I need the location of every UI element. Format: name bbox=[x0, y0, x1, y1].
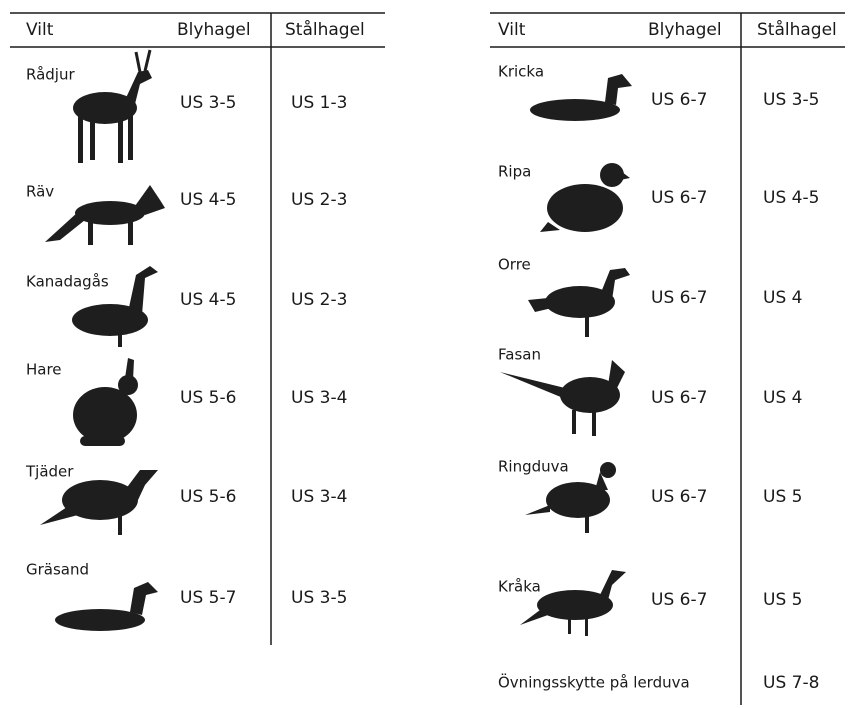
column-header: Blyhagel bbox=[648, 20, 722, 40]
animal-name: Kricka bbox=[498, 63, 544, 81]
steel-shot-size: US 3-4 bbox=[291, 388, 347, 408]
footer-value: US 7-8 bbox=[763, 673, 819, 693]
lead-shot-size: US 6-7 bbox=[651, 388, 707, 408]
lead-shot-size: US 6-7 bbox=[651, 590, 707, 610]
steel-shot-size: US 1-3 bbox=[291, 93, 347, 113]
animal-name: Rådjur bbox=[26, 66, 75, 84]
steel-shot-size: US 5 bbox=[763, 487, 802, 507]
column-header: Vilt bbox=[498, 20, 526, 40]
lead-shot-size: US 6-7 bbox=[651, 90, 707, 110]
lead-shot-size: US 6-7 bbox=[651, 188, 707, 208]
animal-name: Räv bbox=[26, 183, 54, 201]
lead-shot-size: US 6-7 bbox=[651, 288, 707, 308]
silhouettes bbox=[40, 50, 632, 636]
animal-name: Gräsand bbox=[26, 561, 89, 579]
lead-shot-size: US 3-5 bbox=[180, 93, 236, 113]
steel-shot-size: US 3-5 bbox=[291, 588, 347, 608]
lead-shot-size: US 6-7 bbox=[651, 487, 707, 507]
column-header: Stålhagel bbox=[757, 19, 837, 40]
steel-shot-size: US 2-3 bbox=[291, 290, 347, 310]
animal-name: Kråka bbox=[498, 578, 541, 596]
animal-name: Hare bbox=[26, 361, 62, 379]
animal-name: Tjäder bbox=[25, 463, 74, 481]
steel-shot-size: US 3-4 bbox=[291, 487, 347, 507]
animal-name: Orre bbox=[498, 256, 531, 274]
steel-shot-size: US 2-3 bbox=[291, 190, 347, 210]
steel-shot-size: US 3-5 bbox=[763, 90, 819, 110]
animal-name: Kanadagås bbox=[26, 273, 109, 291]
column-header: Blyhagel bbox=[177, 20, 251, 40]
lead-shot-size: US 5-7 bbox=[180, 588, 236, 608]
page: Vilt Blyhagel Stålhagel Rådjur US 3-5 US 1-3 R… bbox=[0, 0, 852, 708]
steel-shot-size: US 4 bbox=[763, 288, 802, 308]
lead-shot-size: US 4-5 bbox=[180, 290, 236, 310]
steel-shot-size: US 5 bbox=[763, 590, 802, 610]
column-header: Stålhagel bbox=[285, 19, 365, 40]
lead-shot-size: US 4-5 bbox=[180, 190, 236, 210]
steel-shot-size: US 4 bbox=[763, 388, 802, 408]
animal-name: Fasan bbox=[498, 346, 541, 364]
animal-name: Ringduva bbox=[498, 458, 569, 476]
footer-label: Övningsskytte på lerduva bbox=[498, 673, 690, 692]
steel-shot-size: US 4-5 bbox=[763, 188, 819, 208]
lead-shot-size: US 5-6 bbox=[180, 487, 236, 507]
animal-name: Ripa bbox=[498, 163, 531, 181]
lead-shot-size: US 5-6 bbox=[180, 388, 236, 408]
column-header: Vilt bbox=[26, 20, 54, 40]
